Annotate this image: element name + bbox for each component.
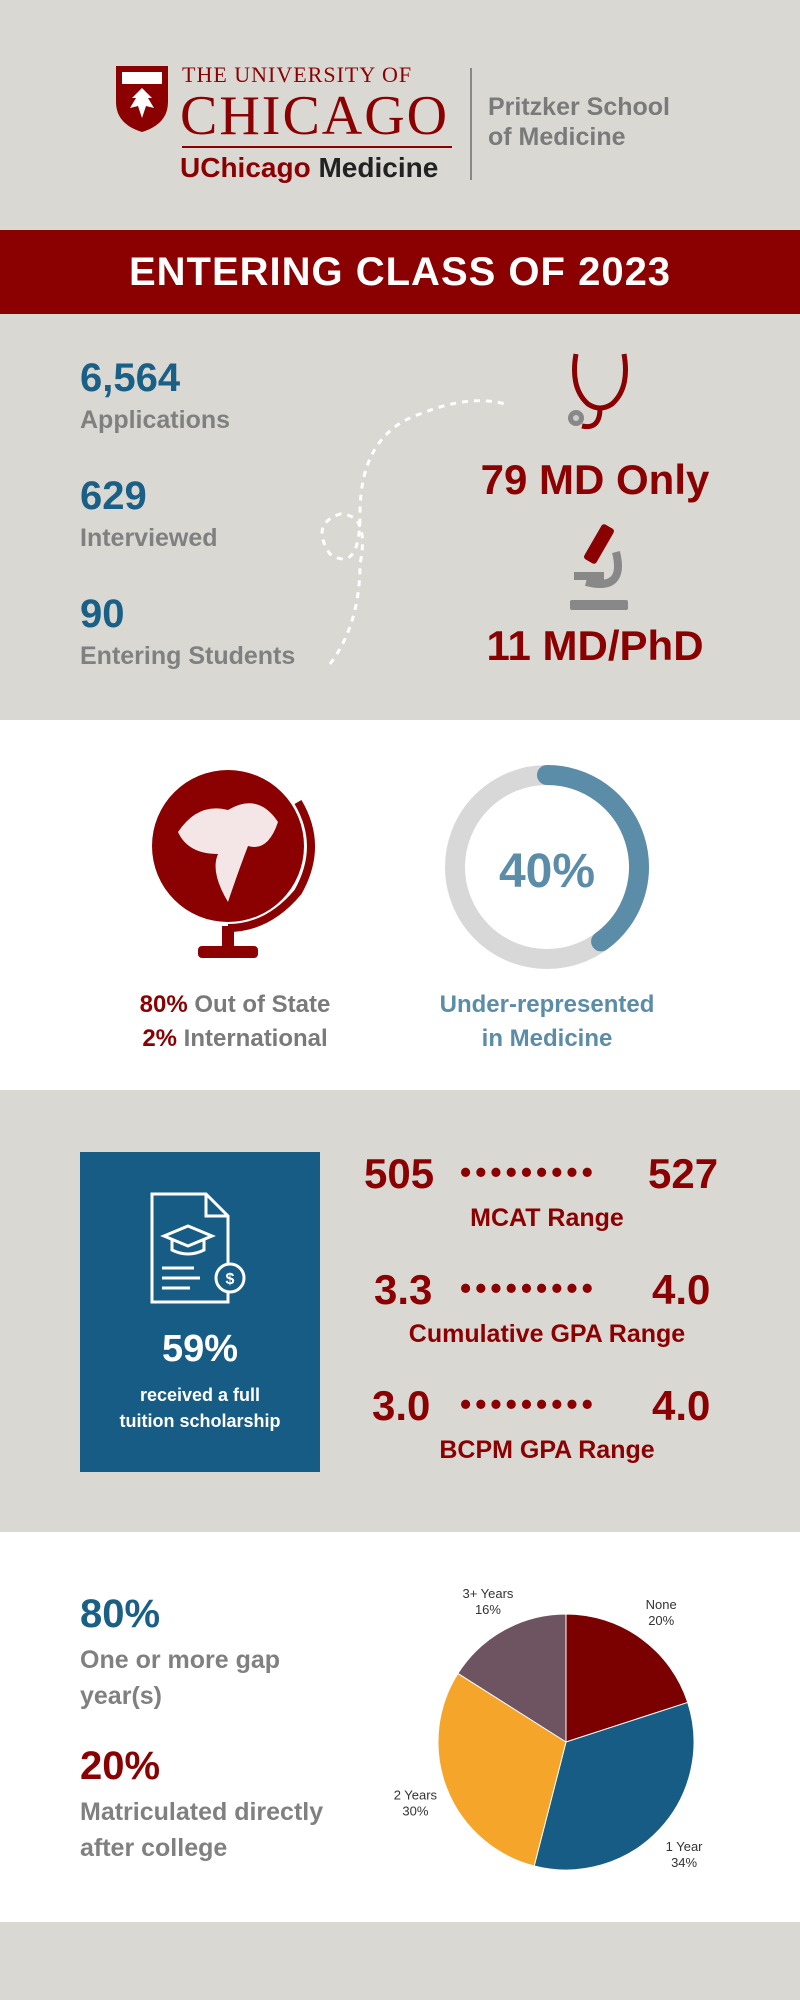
microscope-icon	[570, 524, 628, 610]
international-line: 2% International	[100, 1022, 370, 1056]
applications-label: Applications	[80, 406, 231, 434]
mcat-dots: •••••••••	[460, 1154, 597, 1190]
mcat-low: 505	[364, 1150, 435, 1197]
svg-text:$: $	[226, 1271, 235, 1288]
bcpm-dots: •••••••••	[460, 1386, 597, 1422]
university-crest-icon	[116, 66, 168, 132]
pie-label-0: None	[646, 1597, 677, 1612]
uchicago-medicine-logo: UChicago Medicine	[180, 152, 438, 184]
applications-value: 6,564	[80, 356, 181, 400]
school-line1: Pritzker School	[488, 93, 670, 121]
urm-donut-chart	[445, 765, 649, 969]
dashed-path-decoration	[320, 399, 506, 665]
class-banner: ENTERING CLASS OF 2023	[0, 230, 800, 314]
scholarship-card: $ 59% received a full tuition scholarshi…	[80, 1152, 320, 1472]
international-label: International	[183, 1025, 328, 1052]
entering-label: Entering Students	[80, 642, 296, 670]
diversity-section: 80% Out of State 2% International 40% Un…	[0, 720, 800, 1090]
university-name: CHICAGO	[180, 85, 450, 147]
scholarship-line1: received a full	[139, 1385, 261, 1405]
bcpm-high: 4.0	[652, 1382, 711, 1429]
gap-line2: year(s)	[80, 1682, 162, 1710]
urm-donut-arc	[537, 765, 649, 952]
logo-divider	[182, 146, 452, 148]
stethoscope-icon	[568, 353, 628, 430]
pie-value-0: 20%	[648, 1613, 674, 1628]
pie-slice-1-year	[533, 1701, 695, 1871]
geography-caption: 80% Out of State 2% International	[100, 988, 370, 1056]
globe-icon	[152, 770, 315, 958]
university-top-text: THE UNIVERSITY OF	[182, 62, 413, 87]
pie-slice-none	[565, 1613, 689, 1743]
pie-label-2: 2 Years	[394, 1788, 438, 1803]
urm-caption: Under-represented in Medicine	[400, 988, 694, 1056]
cgpa-high: 4.0	[652, 1266, 711, 1313]
header: THE UNIVERSITY OF CHICAGO UChicago Medic…	[0, 0, 800, 230]
urm-percentage: 40%	[498, 845, 596, 898]
pie-slice-2-years	[437, 1672, 567, 1867]
cgpa-label: Cumulative GPA Range	[408, 1320, 686, 1348]
out-of-state-pct: 80%	[139, 991, 188, 1018]
footer-band	[0, 1922, 800, 2000]
uchicago-text: UChicago	[180, 152, 311, 183]
cgpa-low: 3.3	[374, 1266, 433, 1313]
pie-slice-3-years	[457, 1613, 567, 1743]
header-vertical-divider	[470, 68, 472, 180]
international-pct: 2%	[142, 1025, 177, 1052]
gap-year-pct: 80%	[80, 1592, 161, 1636]
direct-line2: after college	[80, 1834, 228, 1862]
pie-value-1: 34%	[671, 1855, 697, 1870]
cgpa-dots: •••••••••	[460, 1270, 597, 1306]
mcat-label: MCAT Range	[470, 1204, 624, 1232]
out-of-state-label: Out of State	[194, 991, 331, 1018]
bcpm-low: 3.0	[372, 1382, 431, 1429]
scholarship-document-icon: $	[150, 1192, 246, 1304]
direct-pct: 20%	[80, 1744, 161, 1788]
admissions-stats-section: 6,564 Applications 629 Interviewed 90 En…	[0, 314, 800, 720]
interviewed-value: 629	[80, 474, 147, 518]
direct-caption: Matriculated directly after college	[80, 1794, 323, 1866]
mcat-high: 527	[648, 1150, 719, 1197]
school-name: Pritzker School of Medicine	[488, 92, 670, 152]
pie-label-1: 1 Year	[666, 1839, 704, 1854]
pie-value-2: 30%	[402, 1804, 428, 1819]
bcpm-label: BCPM GPA Range	[439, 1436, 655, 1464]
urm-line1: Under-represented	[439, 991, 655, 1018]
medicine-text: Medicine	[318, 152, 439, 183]
scholarship-percentage: 59%	[161, 1328, 239, 1370]
pie-label-3: 3+ Years	[462, 1586, 513, 1601]
scholarship-caption: received a full tuition scholarship	[80, 1382, 320, 1434]
pie-value-3: 16%	[475, 1602, 501, 1617]
academics-section: $ 59% received a full tuition scholarshi…	[0, 1090, 800, 1532]
direct-line1: Matriculated directly	[80, 1798, 324, 1826]
gap-year-section: 80% One or more gap year(s) 20% Matricul…	[0, 1532, 800, 1922]
gap-line1: One or more gap	[80, 1646, 281, 1674]
gap-year-caption: One or more gap year(s)	[80, 1642, 280, 1714]
out-of-state-line: 80% Out of State	[100, 988, 370, 1022]
entering-value: 90	[80, 592, 125, 636]
md-phd-count: 11 MD/PhD	[486, 622, 704, 669]
urm-line2: in Medicine	[481, 1025, 613, 1052]
school-line2: of Medicine	[488, 123, 626, 151]
interviewed-label: Interviewed	[80, 524, 218, 552]
scholarship-line2: tuition scholarship	[119, 1411, 281, 1431]
md-only-count: 79 MD Only	[480, 456, 710, 503]
